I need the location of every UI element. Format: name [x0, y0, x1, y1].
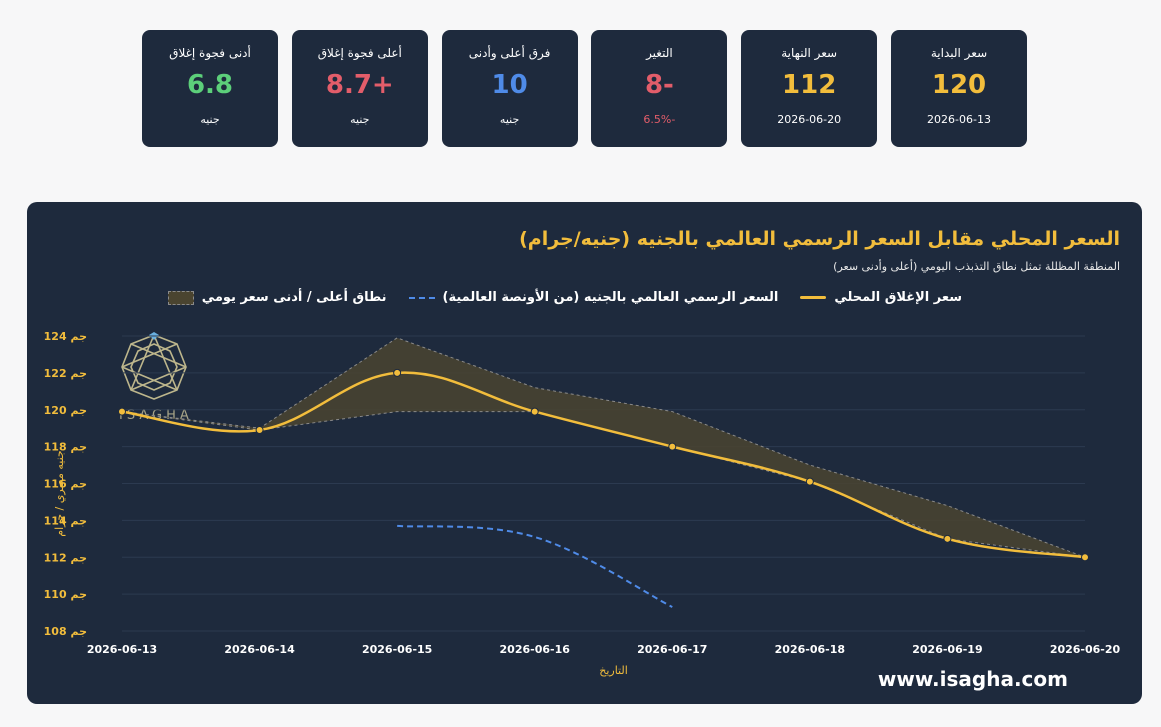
y-tick-label: 114 جم [44, 514, 87, 527]
x-tick-label: 2026-06-14 [224, 643, 295, 656]
legend-swatch-local [800, 296, 827, 299]
data-point-local[interactable] [1081, 553, 1089, 562]
stat-card-sub: 6.5%- [643, 113, 676, 126]
data-point-local[interactable] [393, 368, 402, 377]
y-tick-label: 124 جم [44, 330, 87, 343]
y-axis-label: جنيه مصري / جرام [53, 450, 66, 536]
chart-legend: سعر الإغلاق المحلي السعر الرسمي العالمي … [167, 290, 962, 305]
stat-card: سعر النهاية 112 2026-06-20 [741, 30, 878, 147]
stat-card: أدنى فجوة إغلاق 6.8 جنيه [142, 30, 278, 147]
stat-card-label: التغير [646, 46, 673, 60]
chart-subtitle: المنطقة المظللة تمثل نطاق التذبذب اليومي… [833, 260, 1120, 273]
stat-card-label: سعر النهاية [781, 46, 838, 60]
x-axis-label: التاريخ [599, 664, 628, 677]
stat-card-value: 112 [782, 70, 837, 100]
data-point-local[interactable] [118, 407, 126, 416]
stat-card-label: فرق أعلى وأدنى [468, 46, 551, 60]
stat-card-value: 8- [644, 70, 674, 100]
band-area [122, 337, 1085, 558]
x-tick-label: 2026-06-18 [775, 643, 845, 656]
stat-card: سعر البداية 120 2026-06-13 [891, 30, 1027, 147]
isagha-logo-icon [121, 332, 187, 400]
series-line-local [121, 371, 1086, 559]
site-url[interactable]: www.isagha.com [877, 667, 1068, 691]
data-point-local[interactable] [530, 407, 539, 416]
legend-swatch-band [167, 290, 194, 305]
legend-label-local: سعر الإغلاق المحلي [834, 290, 962, 305]
stat-cards: سعر البداية 120 2026-06-13 سعر النهاية 112 20… [142, 30, 1027, 148]
stat-card: أعلى فجوة إغلاق 8.7+ جنيه [291, 30, 428, 147]
data-point-local[interactable] [668, 442, 677, 451]
x-tick-label: 2026-06-13 [87, 643, 157, 656]
series-line-official [397, 524, 673, 608]
y-tick-label: 116 جم [44, 478, 87, 491]
stat-card-value: 120 [931, 70, 987, 100]
stat-card-sub: 2026-06-20 [777, 113, 842, 126]
legend-label-band: نطاق أعلى / أدنى سعر يومي [201, 290, 387, 305]
x-tick-label: 2026-06-15 [362, 643, 432, 656]
stat-card-sub: جنيه [499, 113, 520, 126]
y-tick-label: 108 جم [44, 625, 87, 638]
stat-card-sub: جنيه [350, 113, 370, 126]
chart-panel: السعر المحلي مقابل السعر الرسمي العالمي … [27, 202, 1142, 704]
stat-card-label: أعلى فجوة إغلاق [317, 46, 402, 60]
y-tick-label: 110 جم [44, 588, 87, 601]
line-chart: 108 جم 110 جم 112 جم 114 جم 116 جم 118 جم 120 … [44, 330, 1121, 677]
legend-item-local[interactable]: سعر الإغلاق المحلي [800, 290, 962, 305]
x-tick-label: 2026-06-19 [912, 643, 982, 656]
stat-card-label: سعر البداية [930, 46, 988, 60]
y-tick-label: 118 جم [44, 441, 87, 454]
stat-card-sub: جنيه [200, 113, 220, 126]
y-tick-label: 120 جم [44, 404, 87, 417]
y-tick-label: 112 جم [44, 551, 87, 564]
y-tick-label: 122 جم [44, 367, 87, 380]
stat-card: التغير 8- 6.5%- [591, 30, 728, 147]
data-point-local[interactable] [943, 534, 952, 543]
x-tick-label: 2026-06-16 [500, 643, 571, 656]
data-point-local[interactable] [805, 477, 814, 486]
legend-label-official: السعر الرسمي العالمي بالجنيه (من الأونصة… [442, 290, 779, 305]
stat-card-sub: 2026-06-13 [927, 113, 991, 126]
legend-item-official[interactable]: السعر الرسمي العالمي بالجنيه (من الأونصة… [408, 290, 779, 305]
stat-card-value: 6.8 [186, 70, 234, 100]
stat-card-value: 10 [491, 70, 528, 100]
stat-card-label: أدنى فجوة إغلاق [169, 46, 251, 60]
stat-card: فرق أعلى وأدنى 10 جنيه [441, 30, 578, 147]
x-tick-label: 2026-06-20 [1050, 643, 1121, 656]
data-point-local[interactable] [255, 426, 264, 435]
x-tick-label: 2026-06-17 [637, 643, 707, 656]
stat-card-value: 8.7+ [325, 70, 394, 100]
chart-title: السعر المحلي مقابل السعر الرسمي العالمي … [519, 228, 1120, 250]
legend-item-band[interactable]: نطاق أعلى / أدنى سعر يومي [167, 290, 387, 305]
legend-swatch-official [408, 296, 435, 299]
